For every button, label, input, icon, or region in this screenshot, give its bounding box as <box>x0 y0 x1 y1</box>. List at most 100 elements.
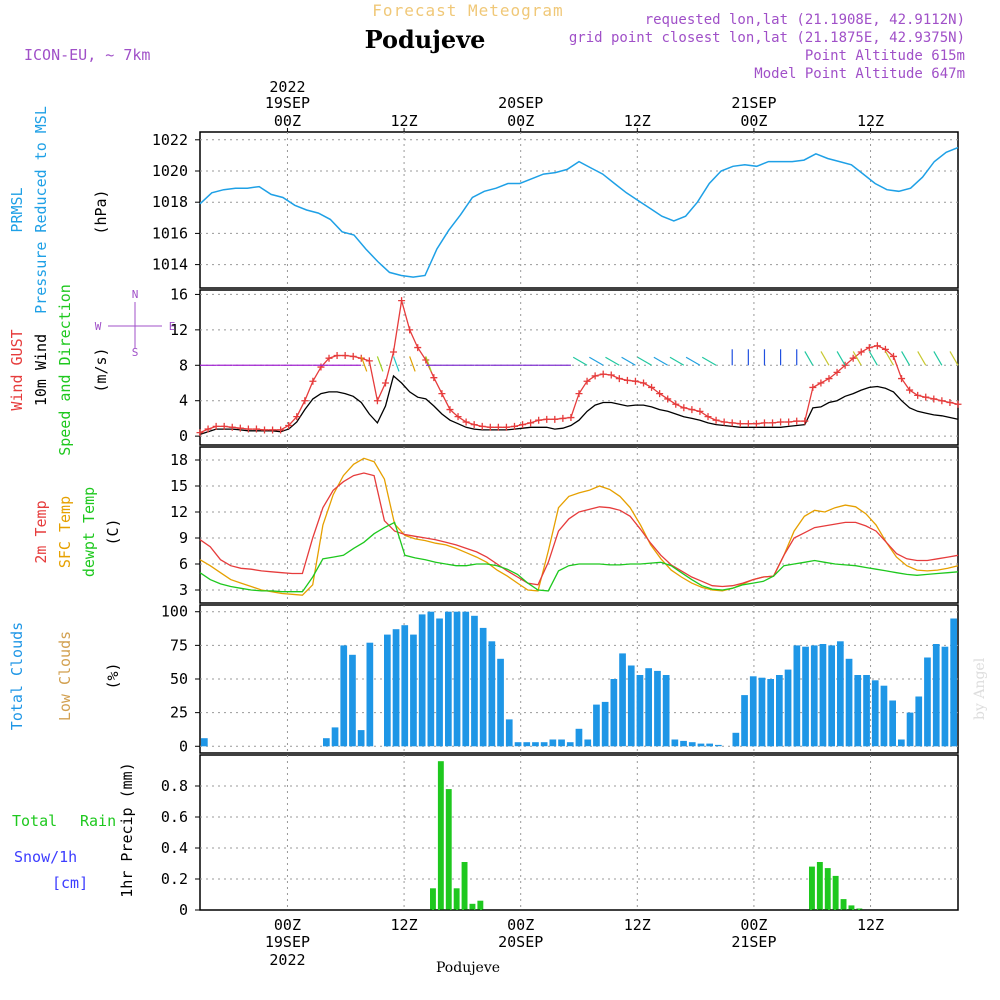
wind-gust-line <box>199 300 959 434</box>
total-clouds-bar <box>505 719 513 747</box>
wind-direction-arrow <box>637 356 652 366</box>
requested-coords: requested lon,lat (21.1908E, 42.9112N) <box>645 12 965 28</box>
total-clouds-bar <box>898 739 905 747</box>
prmsl-desc-label: Pressure Reduced to MSL <box>32 106 50 314</box>
wind-direction-arrow <box>949 351 959 366</box>
wind-gust-line-marker <box>357 354 365 362</box>
rain-bar <box>430 888 436 910</box>
wind-gust-line-marker <box>277 426 285 434</box>
total-clouds-bar <box>741 695 748 747</box>
wind-gust-line-marker <box>841 361 849 369</box>
total-clouds-bar <box>889 700 896 747</box>
wind-gust-line-marker <box>510 422 518 430</box>
total-clouds-bar <box>401 625 409 747</box>
ytick-label: 0.2 <box>161 870 188 888</box>
compass-w-label: W <box>95 320 102 333</box>
wind-gust-line-marker <box>817 379 825 387</box>
top-hour-label: 12Z <box>391 112 418 130</box>
total-clouds-bar <box>828 645 835 747</box>
total-clouds-bar <box>810 645 818 747</box>
wind-gust-line-marker <box>236 424 244 432</box>
wind-direction-arrow <box>820 351 830 366</box>
total-clouds-label: Total Clouds <box>8 622 26 730</box>
total-clouds-bar <box>819 644 827 747</box>
wind-gust-line-marker <box>954 400 962 408</box>
total-clouds-bar <box>593 704 600 747</box>
wind-gust-line-marker <box>325 354 333 362</box>
temp-sfc-label: SFC Temp <box>56 496 74 568</box>
total-clouds-bar <box>584 739 592 747</box>
ytick-label: 1020 <box>152 162 188 180</box>
total-clouds-bar <box>323 738 330 747</box>
wind-gust-line-marker <box>801 417 809 425</box>
gridpoint-coords: grid point closest lon,lat (21.1875E, 42… <box>569 30 965 46</box>
wind-gust-line-marker <box>406 326 414 334</box>
ytick-label: 25 <box>170 704 188 722</box>
wind-10m-label: 10m Wind <box>32 334 50 406</box>
total-clouds-bar <box>671 739 679 747</box>
total-clouds-bar <box>697 743 705 747</box>
wind-gust-line-marker <box>946 398 954 406</box>
wind-gust-line-marker <box>809 383 817 391</box>
wind-direction-arrow <box>572 356 588 366</box>
bottom-hour-label: 12Z <box>624 916 651 934</box>
total-clouds-bar <box>906 712 914 747</box>
wind-direction-arrow <box>868 351 878 366</box>
chart-title: Forecast Meteogram <box>372 1 563 20</box>
panel-frame <box>199 289 959 446</box>
bottom-hour-label: 00Z <box>740 916 767 934</box>
wind-gust-line-marker <box>228 423 236 431</box>
ytick-label: 50 <box>170 670 188 688</box>
wind-gust-line-marker <box>478 422 486 430</box>
ytick-label: 15 <box>170 477 188 495</box>
wind-direction-arrow <box>901 351 911 366</box>
wind-direction-arrow <box>804 351 814 366</box>
wind-gust-line-marker <box>664 395 672 403</box>
total-clouds-bar <box>767 679 774 747</box>
wind-gust-line-marker <box>527 419 535 427</box>
wind-gust-line-marker <box>430 374 438 382</box>
footer-location: Podujeve <box>436 960 500 976</box>
wind-direction-arrow <box>392 356 400 372</box>
model-label: ICON-EU, ~ 7km <box>24 46 150 64</box>
total-clouds-bar <box>636 675 644 747</box>
wind-direction-arrow <box>669 356 685 366</box>
wind-gust-line-marker <box>640 379 648 387</box>
precip-legend-snow: Snow/1h <box>14 848 77 866</box>
ytick-label: 75 <box>170 636 188 654</box>
wind-gust-line-marker <box>349 352 357 360</box>
total-clouds-bar <box>532 742 539 747</box>
precip-legend-rain: Rain <box>80 812 116 830</box>
wind-gust-line-marker <box>261 426 269 434</box>
rain-bar <box>809 866 815 910</box>
total-clouds-bar <box>654 670 661 747</box>
wind-direction-arrow <box>933 351 943 366</box>
wind-gust-line-marker <box>873 342 881 350</box>
wind-gust-line-marker <box>591 372 599 380</box>
wind-unit-label: (m/s) <box>92 347 110 392</box>
wind-gust-line-marker <box>333 352 341 360</box>
total-clouds-bar <box>610 679 618 747</box>
ytick-label: 6 <box>179 555 188 573</box>
precip-legend-unit: [cm] <box>52 874 88 892</box>
top-hour-label: 12Z <box>624 112 651 130</box>
wind-gust-line-marker <box>269 426 277 434</box>
total-clouds-bar <box>706 743 713 747</box>
temp-2m-label: 2m Temp <box>32 500 50 563</box>
top-hour-label: 12Z <box>857 112 884 130</box>
rain-bar <box>469 903 476 910</box>
wind-gust-line-marker <box>559 414 567 422</box>
wind-gust-line-marker <box>365 357 373 365</box>
total-clouds-bar <box>497 658 504 747</box>
wind-gust-line-marker <box>454 413 462 421</box>
wind-direction-arrow <box>376 356 384 372</box>
wind-gust-line-marker <box>285 422 293 430</box>
ytick-label: 8 <box>179 356 188 374</box>
wind-gust-line-marker <box>857 348 865 356</box>
total-clouds-bar <box>749 676 757 747</box>
ytick-label: 1018 <box>152 193 188 211</box>
ytick-label: 12 <box>170 321 188 339</box>
compass-e-label: E <box>169 320 176 333</box>
wind-gust-line-marker <box>502 423 510 431</box>
total-clouds-bar <box>410 634 417 747</box>
